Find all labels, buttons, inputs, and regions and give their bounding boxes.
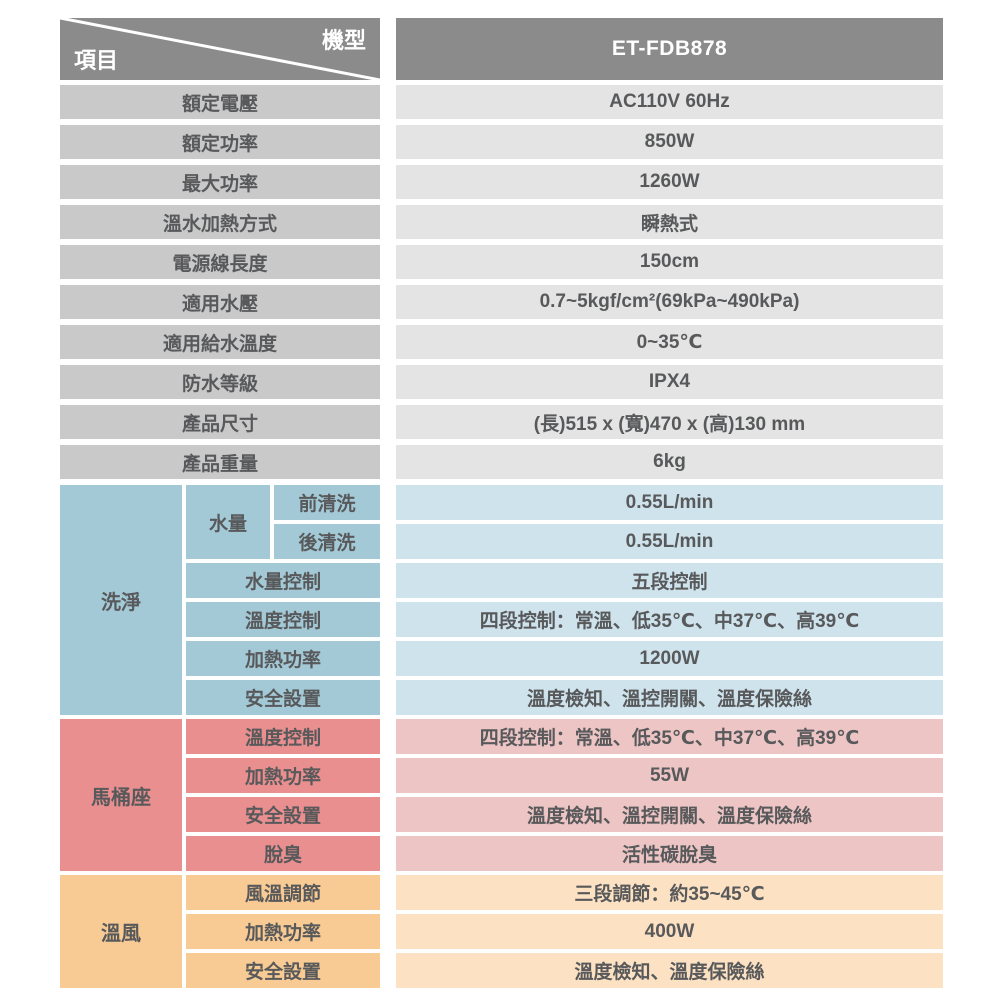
spec-value: 瞬熱式 (396, 205, 943, 239)
spec-label: 額定功率 (60, 125, 380, 159)
spec-label: 前清洗 (274, 485, 380, 520)
spec-value: 0.55L/min (396, 524, 943, 559)
table-row: 加熱功率 1200W (186, 641, 943, 676)
section-dryer-body: 風溫調節 三段調節：約35~45℃ 加熱功率 400W 安全設置 溫度檢知、溫度… (186, 875, 943, 988)
table-row: 加熱功率 55W (186, 758, 943, 793)
spec-label: 風溫調節 (186, 875, 380, 910)
spec-label: 安全設置 (186, 797, 380, 832)
spec-label: 額定電壓 (60, 85, 380, 119)
spec-label: 安全設置 (186, 953, 380, 988)
section-wash-title: 洗淨 (60, 485, 182, 715)
table-row: 溫度控制 四段控制：常溫、低35℃、中37℃、高39℃ (186, 719, 943, 754)
section-seat-body: 溫度控制 四段控制：常溫、低35℃、中37℃、高39℃ 加熱功率 55W 安全設… (186, 719, 943, 871)
spec-value: 6kg (396, 445, 943, 479)
spec-value: 150cm (396, 245, 943, 279)
table-row: 產品重量 6kg (60, 445, 943, 479)
spec-value: IPX4 (396, 365, 943, 399)
spec-label: 安全設置 (186, 680, 380, 715)
spec-label: 電源線長度 (60, 245, 380, 279)
spec-value: 溫度檢知、溫控開關、溫度保險絲 (396, 680, 943, 715)
table-row: 水量控制 五段控制 (186, 563, 943, 598)
spec-value: 400W (396, 914, 943, 949)
spec-value: 溫度檢知、溫控開關、溫度保險絲 (396, 797, 943, 832)
spec-label: 適用給水溫度 (60, 325, 380, 359)
spec-value: AC110V 60Hz (396, 85, 943, 119)
water-volume-group: 水量 前清洗 0.55L/min 後清洗 0.55L/min (186, 485, 943, 559)
table-row: 安全設置 溫度檢知、溫度保險絲 (186, 953, 943, 988)
spec-label: 溫度控制 (186, 719, 380, 754)
table-row: 安全設置 溫度檢知、溫控開關、溫度保險絲 (186, 680, 943, 715)
spec-value: 55W (396, 758, 943, 793)
spec-value: 五段控制 (396, 563, 943, 598)
spec-label: 後清洗 (274, 524, 380, 559)
table-row: 適用給水溫度 0~35℃ (60, 325, 943, 359)
table-row: 加熱功率 400W (186, 914, 943, 949)
spec-label: 產品尺寸 (60, 405, 380, 439)
spec-value: 四段控制：常溫、低35℃、中37℃、高39℃ (396, 602, 943, 637)
spec-value: 活性碳脫臭 (396, 836, 943, 871)
table-row: 產品尺寸 (長)515 x (寬)470 x (高)130 mm (60, 405, 943, 439)
spec-label: 防水等級 (60, 365, 380, 399)
table-row: 最大功率 1260W (60, 165, 943, 199)
spec-label: 水量控制 (186, 563, 380, 598)
spec-value: 0~35℃ (396, 325, 943, 359)
header-corner-cell: 機型 項目 (60, 18, 380, 80)
spec-value: 四段控制：常溫、低35℃、中37℃、高39℃ (396, 719, 943, 754)
table-row: 額定電壓 AC110V 60Hz (60, 85, 943, 119)
spec-rows: 額定電壓 AC110V 60Hz 額定功率 850W 最大功率 1260W 溫水… (60, 85, 943, 479)
spec-label: 溫水加熱方式 (60, 205, 380, 239)
table-row: 安全設置 溫度檢知、溫控開關、溫度保險絲 (186, 797, 943, 832)
spec-value: 三段調節：約35~45℃ (396, 875, 943, 910)
section-wash-body: 水量 前清洗 0.55L/min 後清洗 0.55L/min 水量控制 (186, 485, 943, 715)
spec-label: 脫臭 (186, 836, 380, 871)
spec-value: 1200W (396, 641, 943, 676)
diagonal-divider-icon (60, 18, 380, 80)
spec-value: 850W (396, 125, 943, 159)
table-row: 適用水壓 0.7~5kgf/cm²(69kPa~490kPa) (60, 285, 943, 319)
spec-label: 加熱功率 (186, 758, 380, 793)
model-name-cell: ET-FDB878 (396, 18, 943, 80)
section-wash: 洗淨 水量 前清洗 0.55L/min 後清洗 0.55L/min (60, 485, 943, 715)
spec-label: 產品重量 (60, 445, 380, 479)
section-seat: 馬桶座 溫度控制 四段控制：常溫、低35℃、中37℃、高39℃ 加熱功率 55W… (60, 719, 943, 871)
spec-value: 1260W (396, 165, 943, 199)
table-header: 機型 項目 ET-FDB878 (60, 18, 943, 80)
spec-table: 機型 項目 ET-FDB878 額定電壓 AC110V 60Hz 額定功率 85… (60, 18, 943, 992)
table-row: 風溫調節 三段調節：約35~45℃ (186, 875, 943, 910)
spec-label: 適用水壓 (60, 285, 380, 319)
table-row: 溫度控制 四段控制：常溫、低35℃、中37℃、高39℃ (186, 602, 943, 637)
corner-item-label: 項目 (74, 48, 119, 73)
corner-model-label: 機型 (321, 28, 366, 53)
spec-value: 0.55L/min (396, 485, 943, 520)
table-row: 溫水加熱方式 瞬熱式 (60, 205, 943, 239)
section-dryer: 溫風 風溫調節 三段調節：約35~45℃ 加熱功率 400W 安全設置 溫度檢知… (60, 875, 943, 988)
spec-value: 0.7~5kgf/cm²(69kPa~490kPa) (396, 285, 943, 319)
spec-label: 加熱功率 (186, 641, 380, 676)
spec-label: 加熱功率 (186, 914, 380, 949)
table-row: 前清洗 0.55L/min (274, 485, 943, 520)
table-row: 脫臭 活性碳脫臭 (186, 836, 943, 871)
water-volume-label: 水量 (186, 485, 270, 559)
section-dryer-title: 溫風 (60, 875, 182, 988)
spec-label: 最大功率 (60, 165, 380, 199)
table-row: 防水等級 IPX4 (60, 365, 943, 399)
spec-value: 溫度檢知、溫度保險絲 (396, 953, 943, 988)
table-row: 後清洗 0.55L/min (274, 524, 943, 559)
table-row: 額定功率 850W (60, 125, 943, 159)
table-row: 電源線長度 150cm (60, 245, 943, 279)
section-seat-title: 馬桶座 (60, 719, 182, 871)
spec-value: (長)515 x (寬)470 x (高)130 mm (396, 405, 943, 439)
spec-label: 溫度控制 (186, 602, 380, 637)
